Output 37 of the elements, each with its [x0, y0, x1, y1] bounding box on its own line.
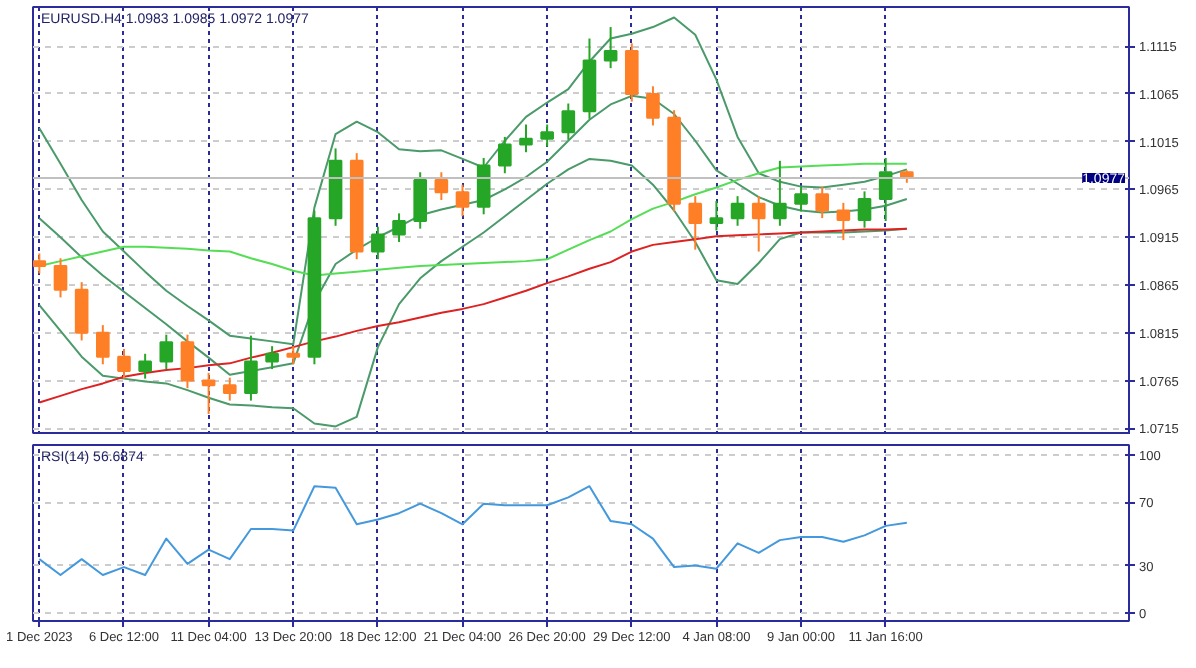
candlestick — [96, 324, 110, 366]
candlestick — [434, 171, 449, 201]
candlestick — [709, 199, 724, 232]
candlestick — [857, 190, 872, 229]
line-series — [38, 227, 908, 404]
candlestick — [117, 348, 131, 380]
candlestick — [730, 195, 745, 227]
candlestick — [180, 333, 195, 390]
candlestick — [878, 156, 893, 222]
candlestick — [138, 352, 152, 380]
candlestick — [773, 159, 787, 227]
candlestick — [33, 252, 47, 275]
candlestick — [53, 257, 68, 299]
candlestick — [688, 195, 703, 251]
candlestick — [751, 195, 766, 253]
candlestick — [519, 123, 533, 154]
candlestick — [646, 85, 660, 127]
candlestick — [624, 42, 639, 103]
candlestick — [392, 212, 406, 244]
candlestick — [413, 171, 428, 230]
candlestick — [159, 333, 174, 371]
candlestick — [74, 281, 89, 342]
candlestick — [265, 345, 279, 371]
candlestick — [498, 135, 512, 175]
candlestick — [836, 201, 851, 242]
candlestick — [286, 345, 301, 366]
candlestick — [561, 102, 576, 141]
candlestick — [371, 225, 385, 261]
candlestick — [540, 123, 554, 148]
candlestick — [476, 156, 491, 216]
candlestick — [603, 26, 618, 70]
candlestick — [455, 183, 470, 218]
candlestick — [815, 185, 830, 220]
candlestick — [244, 334, 258, 402]
candlestick — [222, 376, 237, 402]
candlestick — [794, 185, 808, 213]
line-series — [38, 485, 908, 577]
